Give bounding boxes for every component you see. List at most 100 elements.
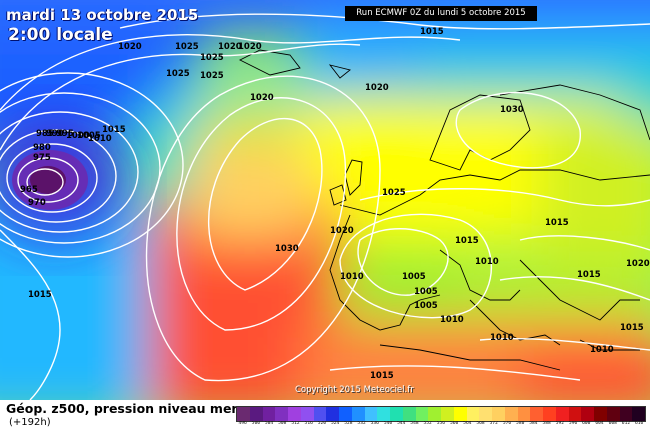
scale-tick-label: 548	[410, 421, 419, 426]
scale-color-cell	[581, 407, 594, 421]
scale-tick-label: 608	[608, 421, 617, 426]
scale-color-cell	[479, 407, 492, 421]
isobar-label: 1015	[545, 218, 569, 228]
isobar-label: 1010	[475, 257, 499, 267]
isobar-label: 970	[28, 198, 46, 208]
scale-color-cell	[555, 407, 569, 421]
scale-color-cell	[517, 407, 531, 421]
scale-color-cell	[543, 407, 556, 421]
scale-color-cell	[288, 407, 301, 421]
run-info-banner: Run ECMWF 0Z du lundi 5 octobre 2015	[345, 6, 537, 21]
isobar-label: 995	[56, 129, 74, 139]
isobar-label: 1010	[590, 345, 614, 355]
coastlines	[238, 49, 650, 371]
scale-color-cell	[390, 407, 403, 421]
scale-color-cell	[249, 407, 263, 421]
scale-tick-label: 564	[463, 421, 472, 426]
scale-tick-label: 580	[516, 421, 525, 426]
isobar-label: 1005	[414, 301, 438, 311]
isobar-label: 990	[46, 129, 64, 139]
scale-tick-label: 556	[436, 421, 446, 426]
isobar-label: 1025	[382, 188, 406, 198]
forecast-lead-time: (+192h)	[9, 417, 51, 428]
scale-color-cell	[504, 407, 518, 421]
scale-color-cell	[351, 407, 365, 421]
isobar-label: 1020	[250, 93, 274, 103]
color-scale-ticks: 496 500 504 508 512 516 520 524 528 532 536 540 544 5…	[236, 421, 646, 431]
scale-tick-label: 572	[489, 421, 498, 426]
weather-map: 1015 1020 1025 1020 1020 1025 1025 1025 …	[0, 0, 650, 400]
copyright-notice: Copyright 2015 Meteociel.fr	[295, 385, 414, 395]
color-scale-legend	[236, 406, 646, 422]
scale-tick-label: 616	[635, 421, 644, 426]
isobar-label: 1025	[175, 42, 199, 52]
scale-tick-label: 552	[423, 421, 432, 426]
isobar-label: 1025	[200, 53, 224, 63]
isobar-label: 1015	[420, 27, 444, 37]
isobar-label: 1015	[28, 290, 52, 300]
isobar-label: 1005	[402, 272, 426, 282]
isobar-label: 1015	[577, 270, 601, 280]
scale-color-cell	[313, 407, 327, 421]
isobar-label: 1010	[440, 315, 464, 325]
isobar-label: 1010	[490, 333, 514, 343]
scale-tick-label: 568	[476, 421, 485, 426]
isobar-label: 980	[33, 143, 51, 153]
isobar-label: 1025	[166, 69, 190, 79]
scale-tick-label: 500	[251, 421, 260, 426]
isobar-label: 965	[20, 185, 38, 195]
scale-tick-label: 592	[555, 421, 565, 426]
scale-color-cell	[492, 407, 505, 421]
scale-color-cell	[300, 407, 314, 421]
scale-color-cell	[275, 407, 288, 421]
scale-tick-label: 512	[291, 421, 300, 426]
scale-tick-label: 584	[529, 421, 538, 426]
scale-color-cell	[428, 407, 441, 421]
isobar-label: 1015	[370, 371, 394, 381]
isobar-label: 975	[33, 153, 51, 163]
isobar-label: 1005	[414, 287, 438, 297]
scale-tick-label: 496	[238, 421, 247, 426]
isobar-label: 1020	[626, 259, 650, 269]
scale-tick-label: 588	[542, 421, 551, 426]
isobar-label: 1015	[455, 236, 479, 246]
scale-color-cell	[326, 407, 339, 421]
scale-color-cell	[441, 407, 454, 421]
scale-color-cell	[530, 407, 543, 421]
scale-tick-label: 528	[344, 421, 353, 426]
isobar-label: 1020	[365, 83, 389, 93]
isobar-label: 1020	[118, 42, 142, 52]
scale-tick-label: 544	[397, 421, 406, 426]
scale-tick-label: 536	[370, 421, 379, 426]
scale-tick-label: 504	[264, 421, 274, 426]
scale-color-cell	[402, 407, 416, 421]
scale-color-cell	[377, 407, 390, 421]
map-title: Géop. z500, pression niveau mer	[6, 401, 238, 416]
scale-color-cell	[237, 407, 250, 421]
scale-color-cell	[568, 407, 582, 421]
scale-tick-label: 576	[502, 421, 512, 426]
scale-color-cell	[339, 407, 352, 421]
isobar-label: 1030	[500, 105, 524, 115]
isobar-label: 1010	[88, 134, 112, 144]
scale-color-cell	[466, 407, 480, 421]
isobar-label: 1020	[238, 42, 262, 52]
scale-tick-label: 524	[330, 421, 340, 426]
isobar-label: 1020	[218, 42, 242, 52]
isobars	[0, 13, 650, 400]
scale-tick-label: 508	[278, 421, 287, 426]
scale-tick-label: 596	[568, 421, 578, 426]
isobar-label: 985	[36, 129, 54, 139]
isobar-label: 1015	[102, 125, 126, 135]
isobar-label: 1000	[66, 131, 90, 141]
scale-color-cell	[619, 407, 633, 421]
scale-tick-label: 560	[449, 421, 459, 426]
geopotential-field	[0, 0, 650, 400]
forecast-local-time: 2:00 locale	[8, 25, 113, 45]
scale-tick-label: 604	[595, 421, 604, 426]
scale-color-cell	[364, 407, 378, 421]
scale-tick-label: 532	[357, 421, 366, 426]
scale-tick-label: 600	[582, 421, 591, 426]
isobar-label: 1005	[77, 131, 101, 141]
scale-color-cell	[262, 407, 276, 421]
